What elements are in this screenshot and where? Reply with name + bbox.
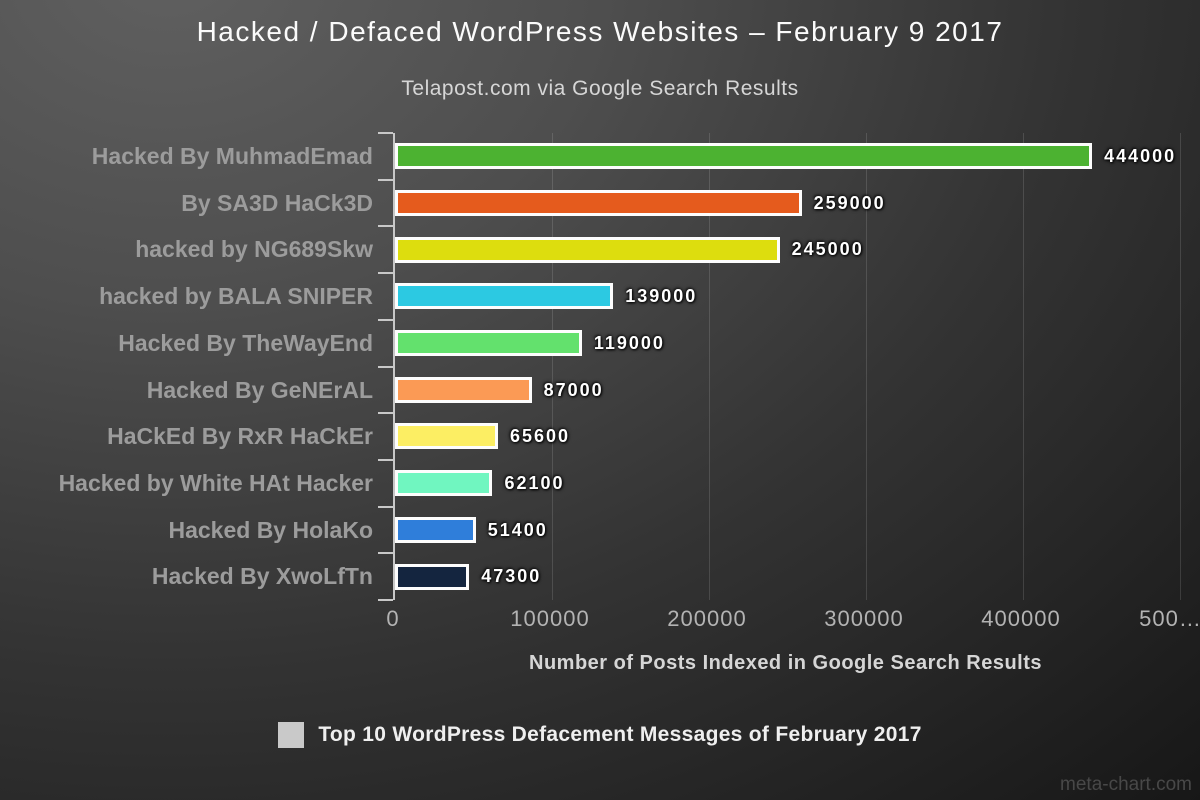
bar (395, 143, 1093, 170)
category-label: hacked by NG689Skw (135, 236, 373, 263)
plot-area: 444000 259000 245000 139000 119000 87000 65600… (378, 132, 1181, 601)
bar (395, 563, 470, 590)
x-axis-title: Number of Posts Indexed in Google Search… (529, 652, 1042, 674)
gridline (866, 133, 867, 600)
x-tick-label: 200000 (667, 606, 747, 631)
y-axis-tick (378, 132, 393, 134)
y-axis-tick (378, 272, 393, 275)
legend-label: Top 10 WordPress Defacement Messages of … (318, 723, 922, 746)
bar-row: 259000 (395, 180, 1180, 227)
bar-value-label: 65600 (509, 426, 571, 447)
x-tick-label: 300000 (824, 606, 904, 631)
watermark: meta-chart.com (1060, 774, 1192, 795)
y-axis-tick (378, 318, 393, 321)
y-axis-tick (378, 178, 393, 181)
y-axis-tick (378, 458, 393, 461)
gridline (552, 133, 553, 600)
bar-row: 47300 (395, 553, 1180, 600)
bar (395, 516, 476, 543)
y-axis-tick (378, 599, 393, 601)
bar (395, 189, 802, 216)
bar-row: 65600 (395, 413, 1180, 460)
gridline (1023, 133, 1024, 600)
chart-subtitle: Telapost.com via Google Search Results (401, 77, 799, 100)
y-axis-tick (378, 365, 393, 368)
category-label: By SA3D HaCk3D (181, 189, 373, 216)
bar (395, 236, 780, 263)
bar-value-label: 444000 (1104, 146, 1177, 166)
legend-swatch-icon (278, 722, 305, 748)
y-axis-tick (378, 225, 393, 228)
bar-row: 139000 (395, 273, 1180, 320)
category-label: Hacked By MuhmadEmad (91, 143, 373, 169)
x-tick-label: 400000 (981, 606, 1061, 631)
bar-row: 245000 (395, 226, 1180, 273)
category-label: Hacked By TheWayEnd (118, 329, 373, 356)
category-label: Hacked by White HAt Hacker (58, 469, 373, 496)
gridline (1180, 133, 1181, 600)
bar-row: 444000 (395, 133, 1180, 180)
bar (395, 376, 532, 403)
y-axis-labels: Hacked By MuhmadEmad By SA3D HaCk3D hacked… (0, 133, 373, 600)
bar-value-label: 259000 (813, 192, 886, 213)
chart-title: Hacked / Defaced WordPress Websites – Fe… (196, 16, 1004, 47)
bar-value-label: 119000 (593, 332, 665, 353)
legend: Top 10 WordPress Defacement Messages of … (0, 722, 1200, 753)
bar (395, 423, 498, 450)
bar-value-label: 245000 (791, 239, 864, 260)
bar-value-label: 62100 (504, 472, 565, 493)
bar-value-label: 139000 (625, 286, 698, 307)
gridline (709, 133, 710, 600)
bar-row: 119000 (395, 320, 1180, 367)
y-axis-tick (378, 505, 393, 508)
x-axis-ticks: 0 100000 200000 300000 400000 500… (386, 606, 1200, 636)
bar-value-label: 87000 (543, 379, 604, 400)
x-tick-label: 100000 (510, 606, 590, 631)
x-tick-label: 0 (386, 606, 400, 631)
bar-row: 51400 (395, 507, 1180, 554)
bar (395, 470, 493, 497)
bar (395, 330, 582, 357)
category-label: Hacked By GeNErAL (146, 376, 373, 403)
x-tick-label: 500… (1139, 606, 1200, 631)
y-axis-tick (378, 552, 393, 555)
y-axis-tick (378, 412, 393, 415)
category-label: Hacked By HolaKo (168, 516, 373, 543)
category-label: Hacked By XwoLfTn (151, 563, 373, 590)
legend-item: Top 10 WordPress Defacement Messages of … (278, 722, 921, 748)
bar-row: 62100 (395, 460, 1180, 507)
bar-value-label: 47300 (481, 566, 542, 587)
category-label: hacked by BALA SNIPER (99, 283, 373, 310)
bar (395, 283, 614, 310)
bar-value-label: 51400 (487, 519, 548, 540)
bar-row: 87000 (395, 367, 1180, 414)
category-label: HaCkEd By RxR HaCkEr (107, 423, 373, 450)
